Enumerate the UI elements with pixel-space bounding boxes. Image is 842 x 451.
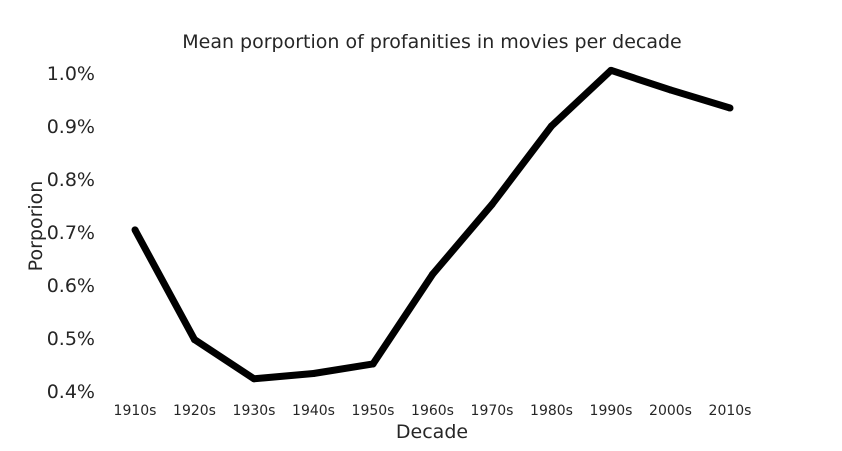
y-tick-label: 0.4%	[47, 381, 95, 403]
data-point	[667, 86, 674, 94]
data-point	[191, 336, 198, 344]
x-tick-label: 1980s	[530, 403, 573, 419]
y-tick-label: 0.9%	[47, 116, 95, 138]
x-tick-label: 1920s	[173, 403, 216, 419]
x-tick-label: 1960s	[411, 403, 454, 419]
data-points	[131, 66, 734, 383]
data-point	[607, 66, 615, 74]
y-tick-label: 0.6%	[47, 275, 95, 297]
x-tick-label: 2010s	[709, 403, 752, 419]
x-tick-label: 1910s	[114, 403, 157, 419]
y-tick-label: 1.0%	[47, 63, 95, 85]
data-point	[726, 104, 734, 112]
x-tick-label: 1970s	[471, 403, 514, 419]
x-tick-label: 1940s	[292, 403, 335, 419]
x-tick-labels: 1910s 1920s 1930s 1940s 1950s 1960s 1970s 1980s…	[114, 403, 752, 419]
x-tick-label: 1950s	[352, 403, 395, 419]
x-tick-label: 1990s	[590, 403, 633, 419]
data-point	[310, 370, 317, 378]
data-point	[369, 360, 377, 368]
y-axis-label: Porporion	[25, 181, 47, 272]
data-point	[488, 200, 496, 208]
y-tick-label: 0.7%	[47, 222, 95, 244]
data-point	[250, 375, 258, 383]
x-tick-label: 2000s	[649, 403, 692, 419]
y-tick-labels: 0.4% 0.5% 0.6% 0.7% 0.8% 0.9% 1.0%	[47, 63, 95, 403]
y-tick-label: 0.8%	[47, 169, 95, 191]
data-point	[429, 270, 436, 278]
data-point	[131, 226, 139, 234]
data-point	[548, 122, 555, 130]
x-tick-label: 1930s	[233, 403, 276, 419]
y-tick-label: 0.5%	[47, 328, 95, 350]
series-line	[131, 66, 732, 383]
x-axis-label: Decade	[396, 421, 468, 443]
chart-title: Mean porportion of profanities in movies…	[182, 31, 682, 53]
